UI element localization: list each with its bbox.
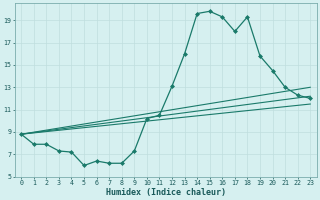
X-axis label: Humidex (Indice chaleur): Humidex (Indice chaleur) [106,188,226,197]
